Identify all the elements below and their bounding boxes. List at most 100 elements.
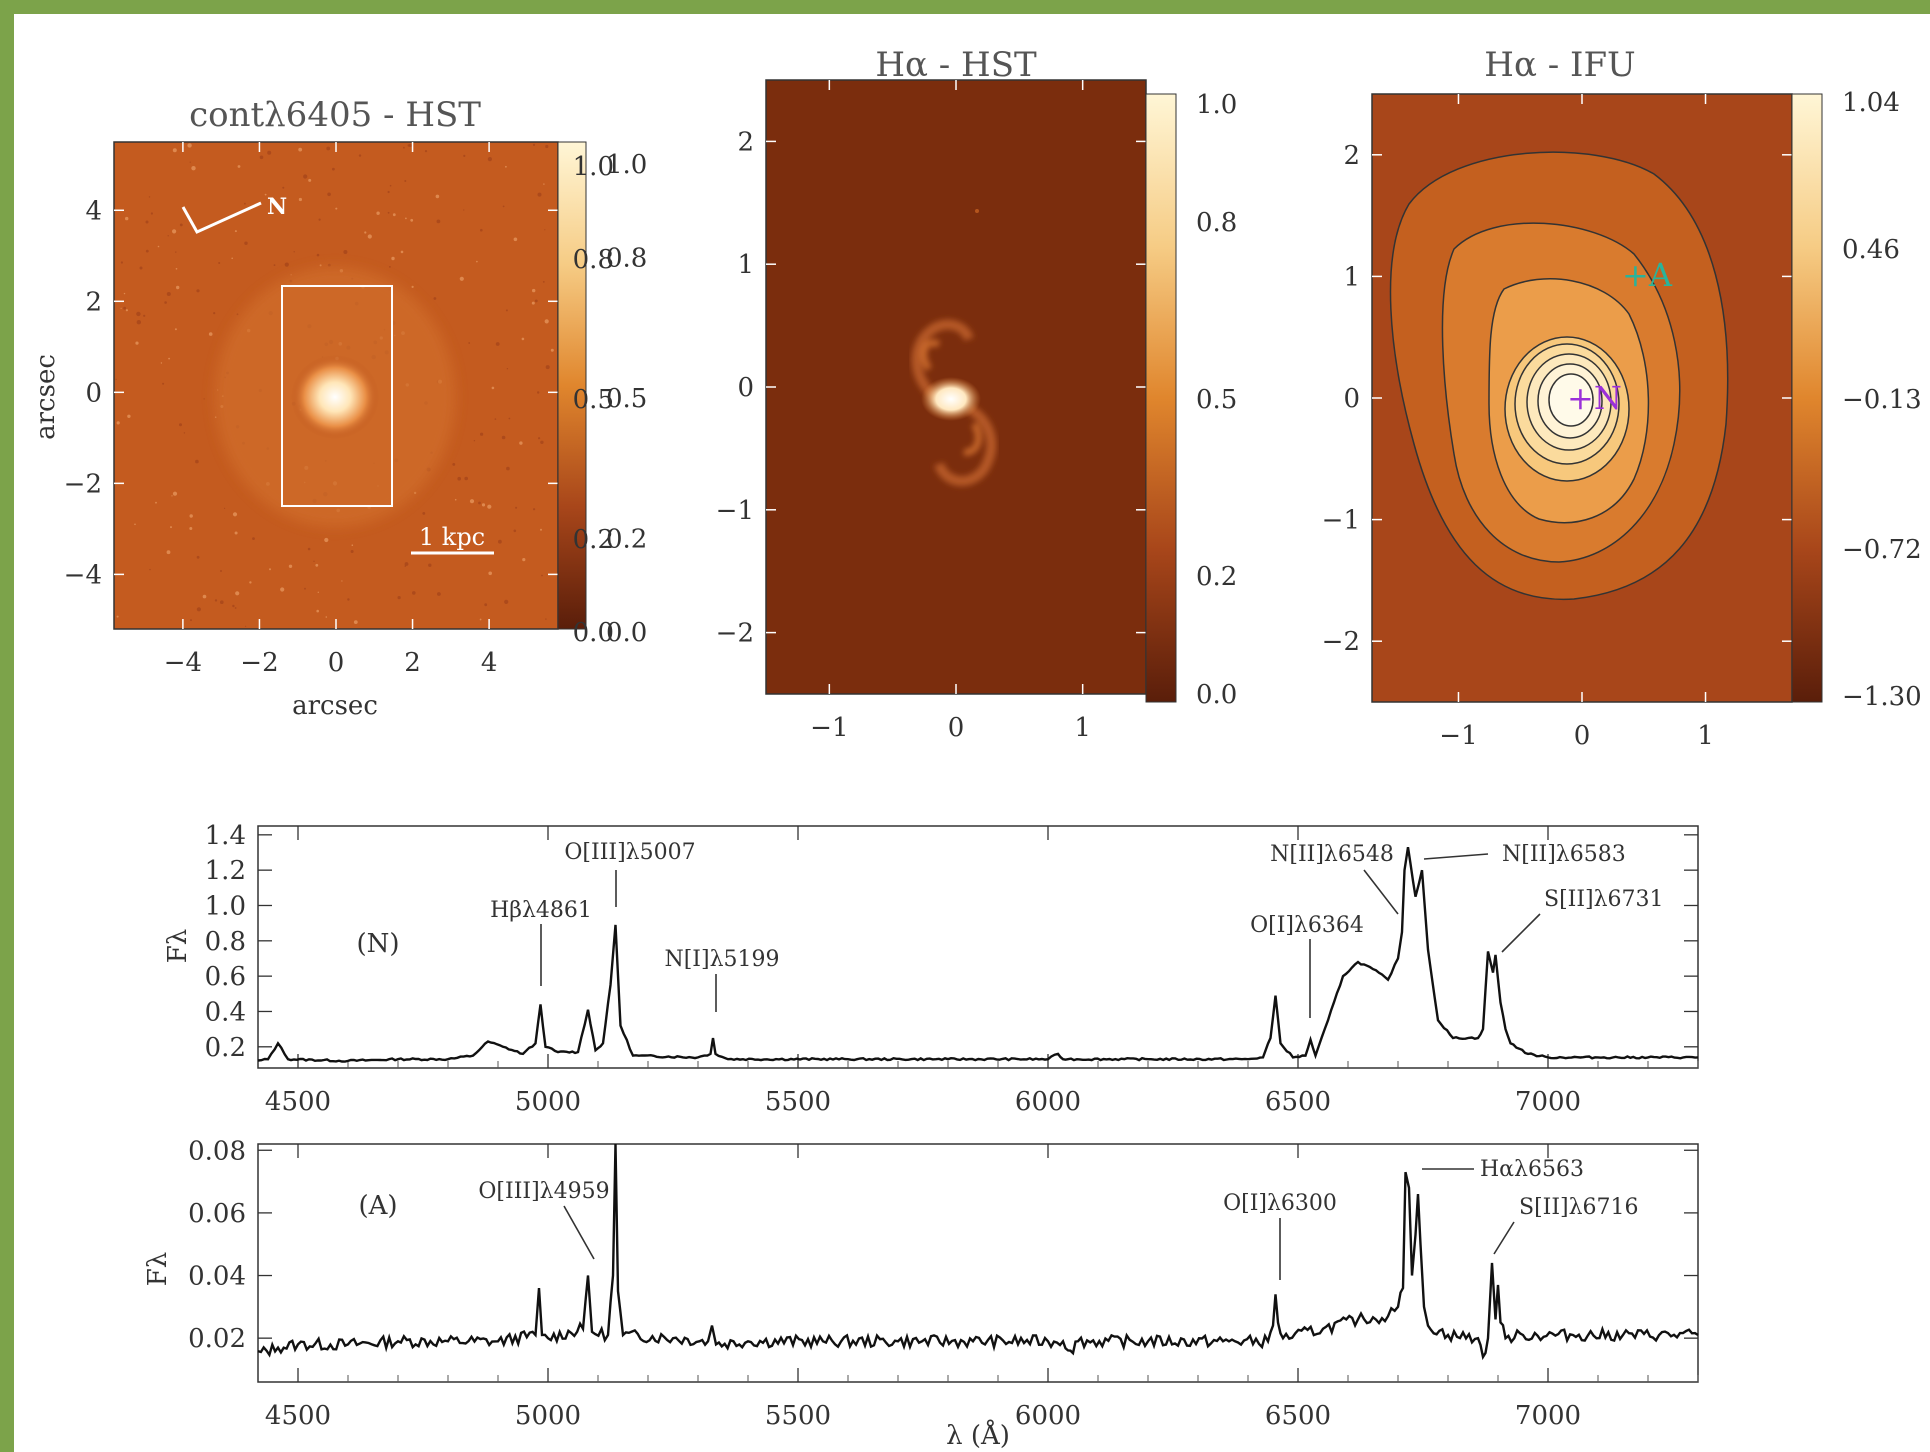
panel2-ytick-label: −2 — [716, 619, 754, 649]
panel2-xtick-label: 0 — [948, 713, 965, 743]
panel1-noise-speck — [150, 212, 153, 215]
panel3-marker-a: +A — [1622, 256, 1673, 294]
panel1-noise-speck — [533, 508, 536, 511]
panel1-noise-speck — [123, 306, 126, 310]
panel2-xtick-label: −1 — [810, 713, 848, 743]
panel2-spiral-arms — [911, 319, 997, 487]
panel2-xtick-label: 1 — [1074, 713, 1091, 743]
spec-a-ytick-label: 0.06 — [188, 1199, 246, 1229]
panel1-noise-speck — [252, 537, 255, 540]
panel1-noise-speck — [495, 342, 500, 346]
panel1-noise-speck — [404, 562, 409, 566]
panel1-noise-speck — [324, 537, 329, 543]
panel1-noise-speck — [187, 143, 192, 148]
panel1-noise-speck — [172, 491, 178, 496]
panel1-noise-speck — [364, 231, 367, 234]
panel1-noise-speck — [232, 512, 238, 517]
spec-a-series-line — [257, 1143, 1699, 1361]
panel1-noise-speck — [532, 143, 536, 146]
panel1-noise-speck — [164, 301, 167, 304]
spec-n-xtick-label: 4500 — [265, 1087, 331, 1117]
panel1-noise-speck — [542, 281, 545, 283]
panel1-noise-speck — [550, 348, 554, 352]
panel2-colorbar-label: 0.0 — [1196, 680, 1237, 710]
panel1-noise-speck — [214, 599, 218, 602]
spec-n-panel-label: (N) — [356, 929, 399, 959]
panel1-noise-speck — [544, 319, 549, 324]
panel3-colorbar-label: −0.72 — [1842, 535, 1922, 565]
panel2-colorbar-label: 0.5 — [1196, 385, 1237, 415]
panel1-noise-speck — [502, 205, 505, 208]
panel1-noise-speck — [280, 587, 285, 592]
panel1-noise-speck — [481, 503, 486, 507]
panel1-ytick-label: −2 — [64, 469, 102, 499]
panel1-noise-speck — [403, 146, 405, 149]
spec-n-line-label: O[I]λ6364 — [1250, 913, 1364, 938]
spec-n-ytick-label: 1.4 — [205, 821, 246, 851]
panel1-noise-speck — [326, 146, 331, 151]
panel1-noise-speck — [139, 266, 143, 270]
panel2-colorbar-label: 0.2 — [1196, 562, 1237, 592]
panel2-speck — [975, 209, 979, 213]
panel1-noise-speck — [391, 256, 395, 261]
panel1-noise-speck — [316, 253, 320, 257]
spec-a-xtick-label: 4500 — [265, 1401, 331, 1431]
panel1-noise-speck — [175, 251, 177, 253]
panel1-noise-speck — [196, 289, 200, 293]
panel1-noise-speck — [259, 155, 264, 160]
panel1-xlabel: arcsec — [292, 691, 378, 721]
panel1-noise-speck — [513, 237, 518, 242]
spec-a-xlabel: λ (Å) — [946, 1419, 1010, 1451]
panel1-noise-speck — [273, 264, 276, 266]
spec-a-line-pointer — [1493, 1221, 1515, 1255]
panel2-ytick-label: 1 — [737, 250, 754, 280]
spec-a-line-label: O[I]λ6300 — [1223, 1191, 1337, 1216]
panel1-xtick-label: −4 — [164, 648, 202, 678]
panel1-noise-speck — [123, 292, 126, 295]
panel1-ytick-label: 2 — [85, 287, 102, 317]
panel3-marker-n: +N — [1567, 379, 1622, 417]
spec-a-xtick-label: 6000 — [1015, 1401, 1081, 1431]
panel1-noise-speck — [155, 501, 157, 504]
panel1-noise-speck — [172, 148, 177, 153]
spec-a-line-label: O[III]λ4959 — [478, 1179, 609, 1204]
panel2-colorbar — [1145, 93, 1177, 703]
panel1-noise-speck — [531, 301, 535, 305]
panel1-noise-speck — [218, 262, 221, 264]
panel1-noise-speck — [484, 603, 488, 607]
panel1-noise-speck — [463, 209, 465, 211]
spec-a-xtick-label: 6500 — [1265, 1401, 1331, 1431]
panel1-noise-speck — [505, 165, 507, 168]
panel1-noise-speck — [190, 619, 192, 622]
panel1-noise-speck — [136, 311, 141, 317]
panel1-noise-speck — [195, 459, 199, 464]
panel1-scale-label: 1 kpc — [419, 523, 485, 551]
panel2-left-colorbar-label: 0.8 — [573, 245, 614, 275]
panel1-noise-speck — [315, 563, 319, 567]
panel1-noise-speck — [433, 297, 437, 300]
panel1-colorbar — [557, 141, 587, 630]
panel1-noise-speck — [214, 416, 217, 419]
panel1-noise-speck — [358, 154, 362, 157]
panel1-noise-speck — [521, 337, 525, 341]
panel1-noise-speck — [435, 194, 440, 199]
panel3-title: Hα - IFU — [1484, 45, 1635, 85]
panel3-ytick-label: −2 — [1322, 627, 1360, 657]
panel1-noise-speck — [179, 223, 183, 227]
panel1-noise-speck — [293, 251, 295, 253]
panel2-left-colorbar-label: 0.2 — [573, 525, 614, 555]
panel1-noise-speck — [376, 211, 380, 215]
panel1-noise-speck — [134, 523, 136, 526]
panel1-noise-speck — [203, 398, 205, 400]
panel1-noise-speck — [468, 342, 471, 344]
panel1-noise-speck — [387, 190, 390, 194]
panel1-noise-speck — [327, 192, 331, 197]
panel1-noise-speck — [327, 263, 331, 267]
panel1-noise-speck — [341, 580, 343, 582]
panel3-ytick-label: 0 — [1343, 384, 1360, 414]
panel1-ytick-label: 0 — [85, 378, 102, 408]
panel1-noise-speck — [459, 276, 464, 281]
panel1-ytick-label: 4 — [85, 196, 102, 226]
panel1-noise-speck — [234, 230, 237, 233]
panel1-noise-speck — [452, 463, 456, 466]
